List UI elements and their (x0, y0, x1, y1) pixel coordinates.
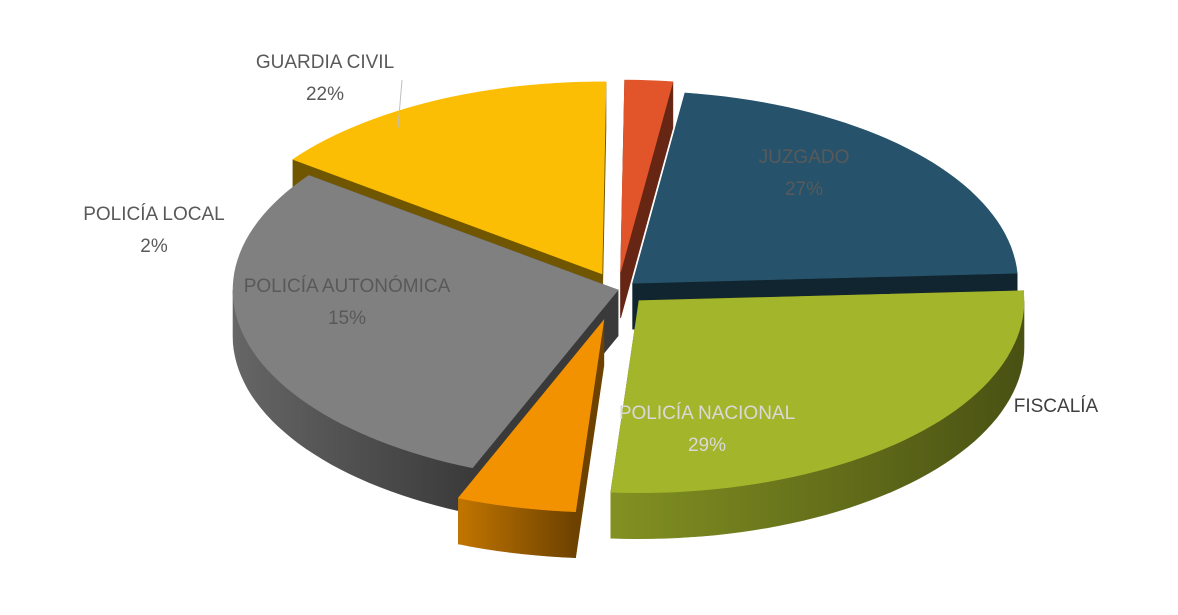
slice-label-name-fiscalia: FISCALÍA (1014, 396, 1099, 417)
slice-label-name-guardia-civil: GUARDIA CIVIL (256, 52, 394, 73)
slice-labels: JUZGADO 27% FISCALÍA POLICÍA NACIONAL 29% POL… (83, 52, 1098, 456)
slice-label-value-juzgado: 27% (785, 179, 823, 200)
slice-label-name-policia-local: POLICÍA LOCAL (83, 204, 225, 225)
pie-slices (232, 79, 1025, 559)
slice-policia-local-top (620, 79, 674, 273)
slice-label-value-guardia-civil: 22% (306, 84, 344, 105)
slice-label-name-juzgado: JUZGADO (759, 147, 850, 168)
leader-lines (397, 79, 403, 129)
slice-label-value-policia-autonomica: 15% (328, 308, 366, 329)
slice-policia-autonomica-top (292, 81, 607, 275)
slice-juzgado-top (610, 290, 1025, 494)
slice-guardia-civil-top (632, 92, 1018, 284)
slice-label-value-policia-local: 2% (140, 236, 168, 257)
slice-label-name-policia-nacional: POLICÍA NACIONAL (619, 403, 795, 424)
slice-fiscalia-top (457, 319, 605, 513)
slice-policia-nacional-top (232, 175, 619, 469)
leader-line-guardia-civil (397, 79, 403, 129)
slice-label-name-policia-autonomica: POLICÍA AUTONÓMICA (244, 275, 451, 297)
slice-label-value-policia-nacional: 29% (688, 435, 726, 456)
